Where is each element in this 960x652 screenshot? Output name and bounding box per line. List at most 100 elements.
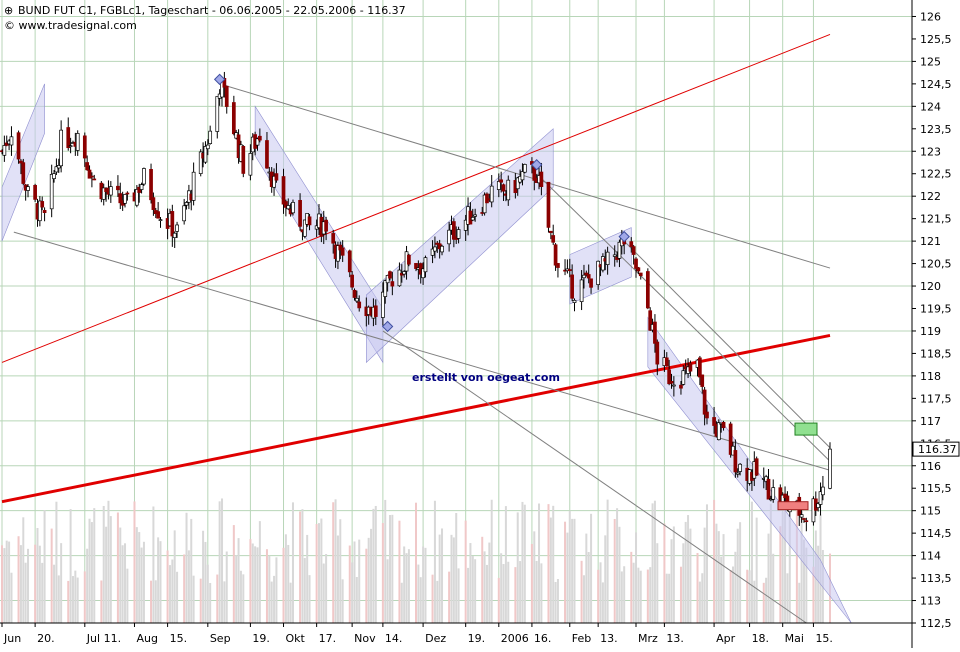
- volume-bar: [455, 513, 458, 623]
- candle-body: [355, 297, 359, 302]
- candle-body: [601, 256, 605, 271]
- volume-bar: [71, 576, 74, 623]
- y-tick-label: 113: [920, 595, 941, 608]
- volume-bar: [315, 524, 318, 623]
- volume-bar: [433, 500, 436, 623]
- candle-body: [754, 458, 759, 476]
- volume-bar: [481, 536, 484, 623]
- candle-body: [170, 211, 175, 237]
- candle-body: [548, 230, 553, 234]
- volume-bar: [632, 562, 635, 623]
- y-tick-label: 125: [920, 55, 941, 68]
- volume-bar: [38, 545, 41, 623]
- volume-bar: [649, 567, 652, 623]
- volume-bar: [784, 501, 787, 623]
- volume-bar: [43, 510, 46, 623]
- volume-bar: [133, 501, 136, 623]
- candle-body: [821, 486, 825, 496]
- candle-body: [397, 269, 402, 287]
- volume-bar: [53, 564, 56, 623]
- volume-bar: [34, 544, 37, 623]
- candle-body: [546, 181, 551, 228]
- volume-bar: [620, 571, 623, 623]
- x-tick-label: Feb: [572, 632, 591, 645]
- volume-bar: [109, 516, 112, 623]
- candle-body: [385, 275, 390, 284]
- candle-body: [539, 171, 544, 187]
- candle-body: [85, 162, 90, 171]
- candle-body: [816, 503, 821, 508]
- volume-bar: [722, 534, 725, 623]
- candle-body: [698, 357, 702, 378]
- volume-bar: [142, 541, 145, 623]
- candle-body: [733, 450, 738, 473]
- x-tick-label: Jul 11.: [86, 632, 121, 645]
- candle-body: [284, 201, 288, 208]
- volume-bar: [519, 561, 522, 623]
- pivot-marker: [618, 230, 630, 243]
- candle-body: [551, 235, 556, 243]
- volume-bar: [69, 509, 72, 623]
- candle-body: [520, 171, 525, 181]
- volume-bar: [320, 518, 323, 623]
- candle-body: [56, 165, 61, 169]
- volume-bar: [734, 551, 737, 623]
- volume-bar: [769, 503, 772, 623]
- candle-body: [373, 305, 378, 317]
- candle-body: [570, 274, 574, 299]
- volume-bar: [556, 578, 559, 623]
- volume-bar: [265, 549, 268, 623]
- volume-bar: [239, 570, 242, 623]
- volume-bar: [788, 515, 791, 623]
- x-tick-label: 2006: [501, 632, 529, 645]
- volume-bar: [289, 582, 292, 623]
- volume-bar: [50, 528, 53, 623]
- volume-bar: [74, 570, 77, 623]
- volume-bar: [325, 554, 328, 623]
- candle-body: [19, 160, 23, 164]
- volume-bar: [365, 548, 368, 623]
- volume-bar: [206, 564, 209, 623]
- y-tick-label: 123: [920, 145, 941, 158]
- volume-bar: [564, 521, 567, 623]
- y-axis: 126 125,5 125 124,5 124 123,5 123 122,5 122 121,5…: [911, 0, 960, 648]
- gray-from-jun-low: [13, 231, 831, 471]
- volume-bar: [750, 501, 753, 623]
- volume-bar: [817, 545, 820, 623]
- volume-bar: [500, 553, 503, 623]
- volume-bar: [282, 547, 285, 623]
- candle-body: [54, 166, 59, 173]
- volume-bar: [582, 575, 585, 623]
- candle-body: [347, 250, 352, 273]
- candle-body: [274, 173, 279, 181]
- copyright-text: © www.tradesignal.com: [4, 19, 137, 32]
- candle-body: [771, 487, 776, 500]
- volume-bar: [157, 537, 160, 623]
- volume-bar: [502, 564, 505, 623]
- volume-bar: [507, 561, 510, 623]
- volume-bar: [216, 574, 219, 623]
- x-tick-label: 14.: [385, 632, 403, 645]
- volume-bar: [653, 500, 656, 623]
- volume-bar: [485, 564, 488, 623]
- candle-body: [716, 422, 721, 441]
- volume-bar: [696, 553, 699, 623]
- volume-bar: [1, 545, 3, 623]
- volume-bar: [105, 526, 108, 623]
- volume-bar: [781, 512, 784, 623]
- volume-bar: [516, 512, 519, 623]
- volume-bar: [684, 521, 687, 623]
- candle-body: [463, 219, 468, 231]
- y-tick-label: 113,5: [920, 572, 952, 585]
- candle-body: [473, 214, 477, 217]
- volume-bar: [5, 540, 8, 623]
- volume-bar: [55, 501, 58, 623]
- volume-bar: [8, 541, 11, 623]
- y-tick-label: 124,5: [920, 78, 952, 91]
- volume-bar: [795, 499, 798, 623]
- candle-body: [281, 176, 286, 205]
- x-tick-label: Apr: [716, 632, 736, 645]
- y-tick-label: 118: [920, 370, 941, 383]
- volume-bar: [618, 526, 621, 623]
